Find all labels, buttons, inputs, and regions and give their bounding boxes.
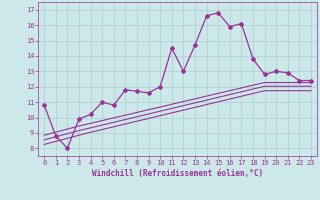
X-axis label: Windchill (Refroidissement éolien,°C): Windchill (Refroidissement éolien,°C) [92,169,263,178]
